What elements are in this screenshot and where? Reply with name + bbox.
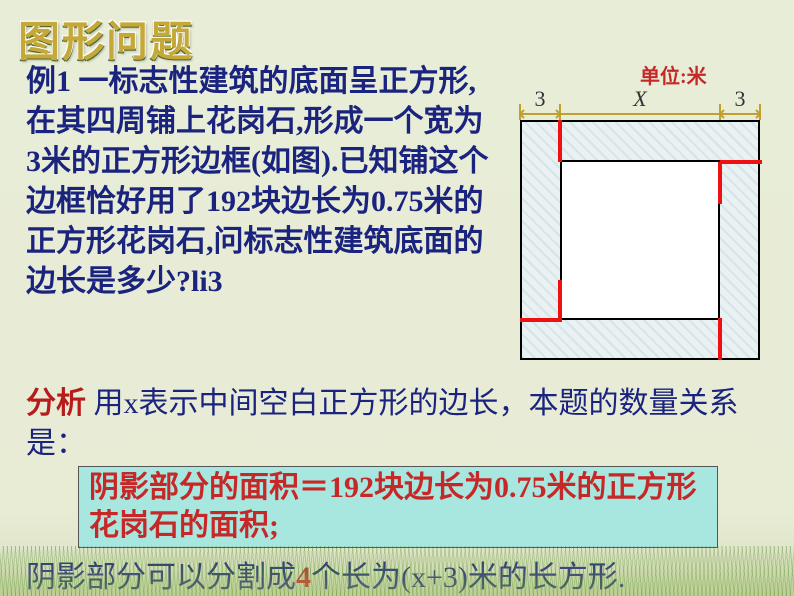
inner-square [560, 160, 720, 320]
bottom-period: . [618, 561, 626, 594]
dim-mid: X [620, 86, 660, 112]
red-seg-bl-v [558, 280, 562, 322]
bottom-p3: 米的长方形 [468, 561, 618, 594]
analysis-label: 分析 [26, 387, 86, 420]
analysis-text: 用x表示中间空白正方形的边长，本题的数量关系是： [26, 387, 739, 460]
red-seg-bl-h [520, 318, 562, 322]
bottom-line: 阴影部分可以分割成4个长为(x+3)米的长方形. [26, 552, 625, 596]
red-seg-tl-v [558, 120, 562, 162]
dim-right: 3 [728, 86, 752, 112]
problem-text: 例1 一标志性建筑的底面呈正方形,在其四周铺上花岗石,形成一个宽为3米的正方形边… [26, 62, 498, 302]
diagram: 3 X 3 [510, 84, 770, 344]
bottom-p1: 阴影部分可以分割成 [26, 561, 296, 594]
bottom-expr: (x+3) [401, 561, 468, 594]
red-seg-tr-v [718, 162, 722, 204]
bottom-p2: 个长为 [311, 561, 401, 594]
highlight-box: 阴影部分的面积＝192块边长为0.75米的正方形花岗石的面积; [78, 466, 718, 548]
red-seg-br-v [718, 318, 722, 360]
page-title: 图形问题 [18, 8, 194, 69]
dim-left: 3 [528, 86, 552, 112]
analysis-row: 分析 用x表示中间空白正方形的边长，本题的数量关系是： [26, 384, 771, 464]
red-seg-tr-h [720, 160, 762, 164]
bottom-four: 4 [296, 561, 311, 594]
